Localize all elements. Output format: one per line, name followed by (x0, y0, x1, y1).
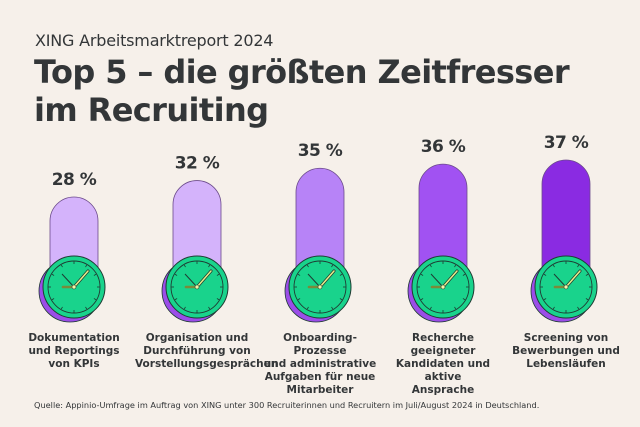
category-label-line: Lebensläufen (526, 358, 606, 370)
chart-title: Top 5 – die größten Zeitfresser im Recru… (34, 53, 570, 129)
bar-group: 36 % (407, 137, 475, 323)
category-label-line: Recherche geeigneter (410, 332, 476, 357)
bar-group: 28 % (38, 170, 106, 323)
clock-tick (585, 273, 589, 276)
clock-minute-hand (196, 270, 212, 288)
clock-pivot (71, 284, 77, 290)
bar (295, 167, 345, 288)
category-label-line: Vorstellungsgesprächen (135, 358, 279, 370)
category-label-line: Onboarding-Prozesse (283, 332, 357, 357)
clock-tick (208, 264, 211, 268)
value-label: 36 % (421, 137, 466, 157)
clock-pivot (194, 284, 200, 290)
category-label: Recherche geeigneter Kandidaten und aktiv… (381, 332, 505, 397)
clock-tick (552, 264, 555, 268)
clock-tick (306, 264, 309, 268)
category-label: Organisation und Durchführung von Vorstell… (135, 332, 279, 371)
bar (541, 159, 591, 288)
clock-ring (416, 260, 470, 314)
clock-tick (93, 298, 97, 301)
clock-minute-hand (319, 270, 335, 288)
clock-tick (51, 273, 55, 276)
clock-tick (331, 264, 334, 268)
clock-tick (585, 298, 589, 301)
value-label: 37 % (544, 133, 589, 153)
clock-ring (539, 260, 593, 314)
category-label-line: Screening von (523, 332, 609, 344)
clock-tick (462, 298, 466, 301)
category-label-line: Ansprache (411, 384, 475, 396)
clock-tick (85, 306, 88, 310)
clock-tick (60, 306, 63, 310)
clock-tick (577, 306, 580, 310)
clock-second-hand (430, 273, 444, 288)
clock-tick (183, 264, 186, 268)
category-label: Screening von Bewerbungen und Lebensläufen (504, 332, 628, 371)
clock-tick (543, 273, 547, 276)
bar-group: 35 % (284, 141, 352, 323)
clock-tick (454, 306, 457, 310)
clock-tick (454, 264, 457, 268)
clock-tick (216, 298, 220, 301)
category-label-line: und administrative (263, 358, 377, 370)
clock-second-hand (307, 273, 321, 288)
clock-tick (174, 273, 178, 276)
clock-second-hand (61, 273, 75, 288)
clock-tick (208, 306, 211, 310)
clock-minute-hand (442, 270, 458, 288)
clock-tick (420, 273, 424, 276)
category-label: Dokumentation und Reportings von KPIs (12, 332, 136, 371)
clock-ring (47, 260, 101, 314)
category-label-line: Organisation und (145, 332, 249, 344)
clock-tick (339, 273, 343, 276)
category-label-line: Dokumentation (28, 332, 120, 344)
clock-tick (543, 298, 547, 301)
clock-pivot (563, 284, 569, 290)
category-label-line: Durchführung von (143, 345, 251, 357)
clock-tick (306, 306, 309, 310)
category-label-line: Bewerbungen und (512, 345, 620, 357)
clock-tick (577, 264, 580, 268)
value-label: 32 % (175, 154, 220, 174)
value-label: 35 % (298, 141, 343, 161)
clock-minute-hand (73, 270, 89, 288)
clock-tick (183, 306, 186, 310)
clock-tick (297, 273, 301, 276)
clock-tick (429, 264, 432, 268)
clock-pivot (440, 284, 446, 290)
clock-ring (170, 260, 224, 314)
clock-tick (174, 298, 178, 301)
clock-tick (462, 273, 466, 276)
clock-ring (293, 260, 347, 314)
clock-tick (331, 306, 334, 310)
clock-second-hand (553, 273, 567, 288)
clock-tick (429, 306, 432, 310)
value-label: 28 % (52, 170, 97, 190)
bar-group: 37 % (530, 133, 598, 323)
bar-group: 32 % (161, 154, 229, 323)
clock-pivot (317, 284, 323, 290)
category-label-line: Kandidaten und aktive (395, 358, 491, 383)
source-note: Quelle: Appinio-Umfrage im Auftrag von X… (34, 400, 540, 410)
category-label-line: von KPIs (48, 358, 100, 370)
report-subtitle: XING Arbeitsmarktreport 2024 (35, 31, 274, 50)
clock-tick (51, 298, 55, 301)
clock-tick (339, 298, 343, 301)
clock-second-hand (184, 273, 198, 288)
clock-tick (297, 298, 301, 301)
bar (418, 163, 468, 288)
clock-tick (60, 264, 63, 268)
clock-tick (216, 273, 220, 276)
category-label-line: und Reportings (28, 345, 120, 357)
clock-tick (552, 306, 555, 310)
category-label: Onboarding-Prozesse und administrative Auf… (258, 332, 382, 397)
category-label-line: Mitarbeiter (286, 384, 354, 396)
clock-tick (85, 264, 88, 268)
category-label-line: Aufgaben für neue (264, 371, 376, 383)
clock-minute-hand (565, 270, 581, 288)
clock-tick (420, 298, 424, 301)
clock-tick (93, 273, 97, 276)
